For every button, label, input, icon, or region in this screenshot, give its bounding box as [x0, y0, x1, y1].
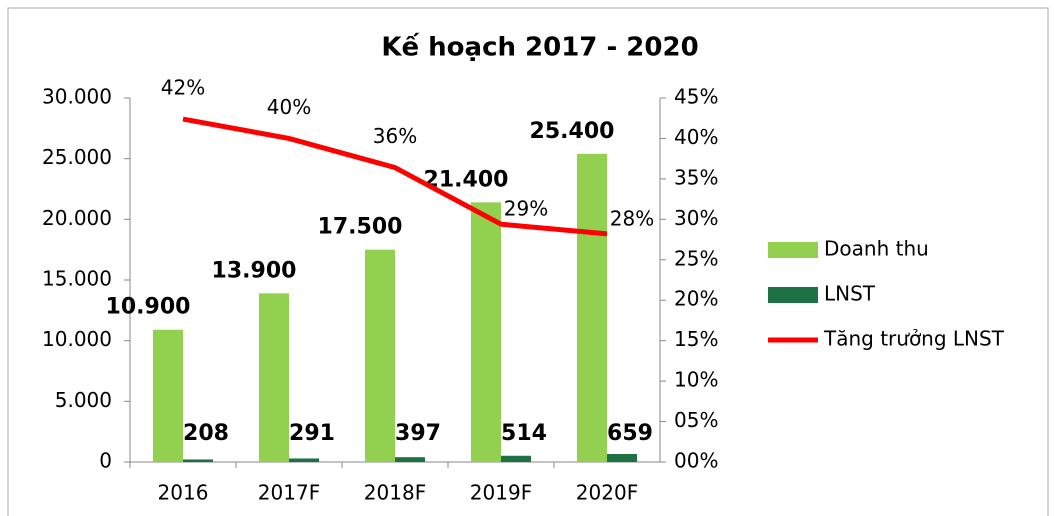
y2-tick-label: 35% [674, 165, 718, 189]
y-tick-label: 25.000 [42, 145, 112, 169]
y2-tick-label: 30% [674, 206, 718, 230]
bar [501, 455, 531, 462]
y-tick-label: 20.000 [42, 206, 112, 230]
data-label: 25.400 [530, 119, 615, 144]
data-label: 291 [289, 421, 335, 446]
y2-tick-label: 40% [674, 125, 718, 149]
x-tick-label: 2018F [364, 481, 426, 505]
y2-tick-label: 00% [674, 449, 718, 473]
data-label: 208 [183, 421, 229, 446]
line-label: 40% [267, 95, 311, 119]
y2-tick-label: 45% [674, 85, 718, 109]
bar [259, 293, 289, 462]
data-label: 13.900 [212, 258, 297, 283]
bar [153, 329, 183, 462]
legend-label: LNST [824, 282, 876, 306]
y-tick-label: 5.000 [55, 388, 112, 412]
x-tick-label: 2017F [258, 481, 320, 505]
chart-title: Kế hoạch 2017 - 2020 [381, 32, 698, 63]
data-label: 17.500 [318, 215, 403, 240]
y2-tick-label: 20% [674, 287, 718, 311]
legend-swatch [768, 242, 818, 258]
bar [183, 459, 213, 462]
y-tick-label: 30.000 [42, 85, 112, 109]
chart-frame [7, 7, 1049, 516]
bar [607, 454, 637, 462]
data-label: 514 [501, 421, 547, 446]
y2-tick-label: 25% [674, 246, 718, 270]
y-tick-label: 15.000 [42, 267, 112, 291]
line-label: 36% [373, 124, 417, 148]
line-label: 28% [610, 206, 654, 230]
bar [577, 153, 607, 462]
y2-tick-label: 05% [674, 408, 718, 432]
line [182, 116, 608, 237]
bar [395, 457, 425, 462]
bar [471, 202, 501, 462]
legend-label: Doanh thu [824, 237, 929, 261]
x-tick-label: 2016 [158, 481, 209, 505]
line-label: 29% [504, 197, 548, 221]
y2-tick-label: 15% [674, 327, 718, 351]
y2-tick-label: 10% [674, 368, 718, 392]
bar [289, 458, 319, 462]
legend-swatch [768, 287, 818, 303]
line-label: 42% [161, 76, 205, 100]
data-label: 10.900 [106, 295, 191, 320]
y-tick-label: 10.000 [42, 327, 112, 351]
bar [365, 249, 395, 462]
data-label: 659 [607, 421, 653, 446]
data-label: 397 [395, 421, 441, 446]
x-tick-label: 2020F [576, 481, 638, 505]
x-tick-label: 2019F [470, 481, 532, 505]
y-tick-label: 0 [99, 449, 112, 473]
legend-label: Tăng trưởng LNST [823, 327, 1005, 351]
